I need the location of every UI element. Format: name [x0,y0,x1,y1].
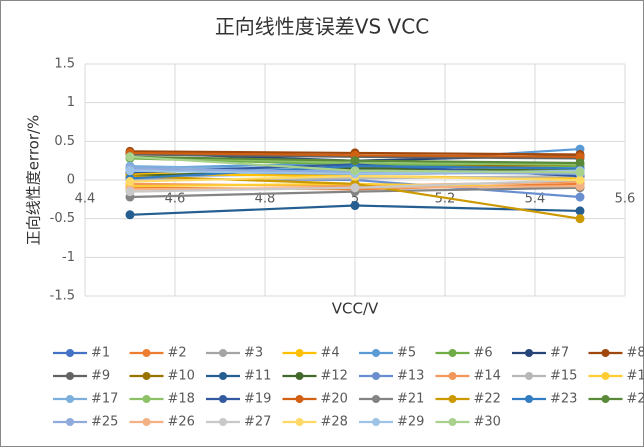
legend-marker [66,349,74,357]
x-tick-label: 5.4 [525,192,546,207]
legend-label: #10 [168,369,195,384]
legend-marker [219,372,227,380]
legend-marker [219,349,227,357]
legend-marker [525,395,533,403]
legend-marker [372,372,380,380]
legend-label: #6 [474,346,493,361]
legend-marker [372,395,380,403]
legend-marker [142,418,151,426]
legend-label: #5 [397,346,416,361]
y-axis-label: 正向线性度error/% [25,115,43,246]
legend-marker [525,372,533,380]
legend-label: #14 [474,369,501,384]
legend-label: #2 [168,346,187,361]
legend-marker [372,349,380,357]
data-point [125,166,135,176]
legend-label: #23 [550,392,577,407]
data-point [350,201,360,211]
data-point [575,214,585,224]
data-point [575,192,585,202]
x-tick-label: 4.6 [165,192,186,207]
data-point [575,206,585,216]
legend-label: #25 [91,415,118,430]
x-tick-label: 4.8 [255,192,276,207]
legend-marker [601,395,610,403]
x-tick-label: 5.6 [615,192,636,207]
y-tick-label: 1.5 [54,57,75,72]
x-tick-label: 5 [351,192,359,207]
legend-label: #24 [627,392,644,407]
legend-marker [142,395,151,403]
legend-marker [448,349,457,357]
legend-label: #9 [91,369,110,384]
data-point [125,187,135,197]
legend-label: #20 [321,392,348,407]
legend-label: #4 [321,346,340,361]
legend-marker [372,418,380,426]
legend-marker [525,349,533,357]
data-point [575,158,585,168]
legend-label: #3 [244,346,263,361]
data-point [350,166,360,176]
chart-title: 正向线性度误差VS VCC [215,15,429,39]
data-point [575,175,585,185]
legend-label: #21 [397,392,424,407]
legend-marker [142,349,151,357]
x-axis-label: VCC/V [332,300,379,318]
legend-label: #22 [474,392,501,407]
legend-marker [66,372,74,380]
data-point [125,177,135,187]
legend-label: #28 [321,415,348,430]
legend-label: #26 [168,415,195,430]
legend-marker [295,395,304,403]
legend-label: #17 [91,392,118,407]
x-tick-label: 4.4 [75,192,96,207]
legend-label: #18 [168,392,195,407]
legend-marker [219,395,227,403]
legend-marker [295,418,304,426]
x-tick-label: 5.2 [435,192,456,207]
legend-label: #27 [244,415,271,430]
legend-marker [601,349,610,357]
legend-marker [295,372,304,380]
legend-label: #12 [321,369,348,384]
legend-marker [142,372,151,380]
y-tick-label: 0.5 [54,134,75,149]
legend-marker [448,418,457,426]
legend-label: #29 [397,415,424,430]
legend-label: #7 [550,346,569,361]
legend-label: #11 [244,369,271,384]
legend-label: #15 [550,369,577,384]
y-tick-label: -0.5 [50,211,75,226]
legend-label: #1 [91,346,110,361]
legend-marker [66,418,74,426]
legend-label: #13 [397,369,424,384]
legend-marker [219,418,227,426]
data-point [125,152,135,162]
legend-label: #19 [244,392,271,407]
legend-marker [601,372,610,380]
y-tick-label: -1.5 [50,289,75,304]
y-tick-label: 1 [67,95,75,110]
legend-marker [295,349,304,357]
y-tick-label: 0 [67,173,75,188]
data-point [575,167,585,177]
data-point [350,156,360,166]
data-point [125,210,135,220]
legend-label: #8 [627,346,644,361]
y-tick-label: -1 [62,250,75,265]
legend-marker [66,395,74,403]
legend-label: #30 [474,415,501,430]
data-point [350,183,360,193]
legend-marker [448,372,457,380]
legend-label: #16 [627,369,644,384]
legend-marker [448,395,457,403]
